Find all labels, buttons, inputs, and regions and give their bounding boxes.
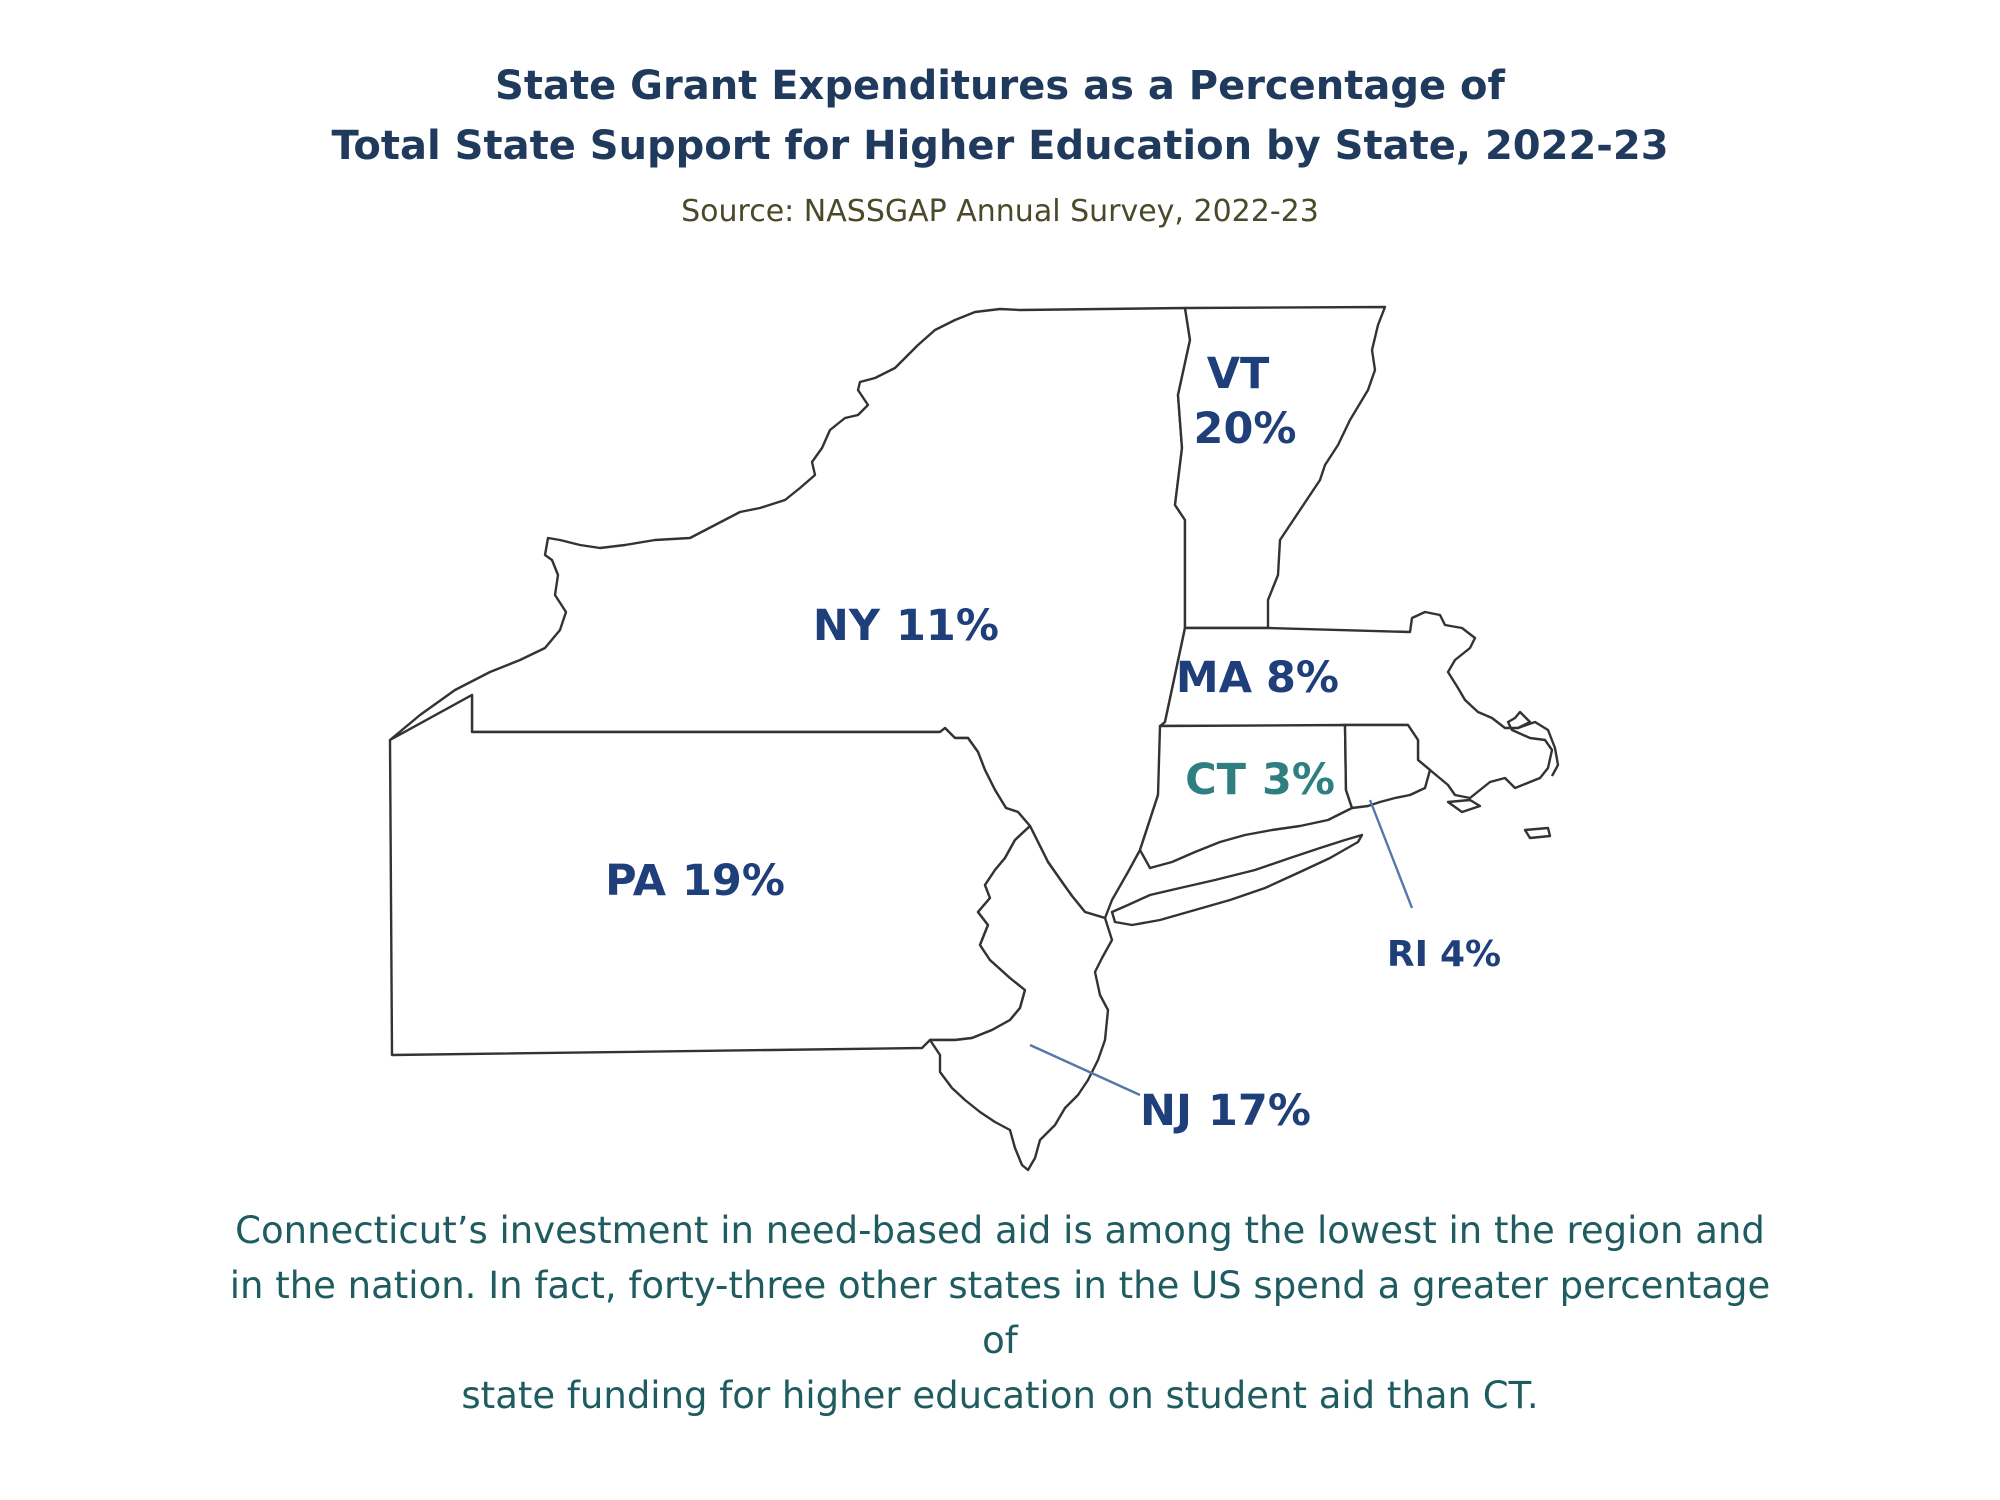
long-island-shape bbox=[1110, 833, 1364, 927]
state-label-vt-value: 20% bbox=[1194, 404, 1297, 454]
nantucket-shape bbox=[1523, 826, 1552, 840]
title-line-1: State Grant Expenditures as a Percentage… bbox=[495, 63, 1505, 109]
state-label-pa-value: 19% bbox=[682, 856, 785, 906]
state-label-ct-value: 3% bbox=[1262, 755, 1335, 805]
nj-leader-line bbox=[1029, 1043, 1141, 1097]
state-label-ny-value: 11% bbox=[896, 601, 999, 651]
state-shape-ny bbox=[388, 306, 1192, 920]
state-label-pa-abbr: PA bbox=[605, 856, 667, 906]
state-label-ma-value: 8% bbox=[1266, 653, 1339, 703]
state-label-vt-abbr: VT bbox=[1207, 349, 1270, 399]
state-label-ny-abbr: NY bbox=[813, 601, 881, 651]
ri-leader-line bbox=[1368, 799, 1414, 909]
caption-line-1: Connecticut’s investment in need-based a… bbox=[235, 1209, 1765, 1252]
state-label-ma-abbr: MA bbox=[1176, 653, 1253, 703]
title-line-2: Total State Support for Higher Education… bbox=[331, 123, 1669, 169]
state-label-ri-value: 4% bbox=[1440, 934, 1501, 975]
caption-text: Connecticut’s investment in need-based a… bbox=[210, 1203, 1790, 1423]
state-shape-nj bbox=[928, 824, 1114, 1172]
state-label-ct-abbr: CT bbox=[1185, 755, 1247, 805]
cape-cod-shape bbox=[1517, 720, 1560, 777]
state-shape-vt bbox=[1173, 305, 1387, 630]
state-label-nj-value: 17% bbox=[1208, 1086, 1311, 1136]
marthas-vineyard-shape bbox=[1446, 798, 1482, 814]
state-shape-ri bbox=[1343, 723, 1432, 810]
caption-line-2: in the nation. In fact, forty-three othe… bbox=[229, 1264, 1771, 1362]
caption-line-3: state funding for higher education on st… bbox=[461, 1374, 1539, 1417]
chart-title: State Grant Expenditures as a Percentage… bbox=[0, 56, 2000, 176]
state-label-ri-abbr: RI bbox=[1387, 934, 1428, 975]
source-note: Source: NASSGAP Annual Survey, 2022-23 bbox=[681, 194, 1319, 229]
state-label-nj-abbr: NJ bbox=[1140, 1086, 1192, 1136]
